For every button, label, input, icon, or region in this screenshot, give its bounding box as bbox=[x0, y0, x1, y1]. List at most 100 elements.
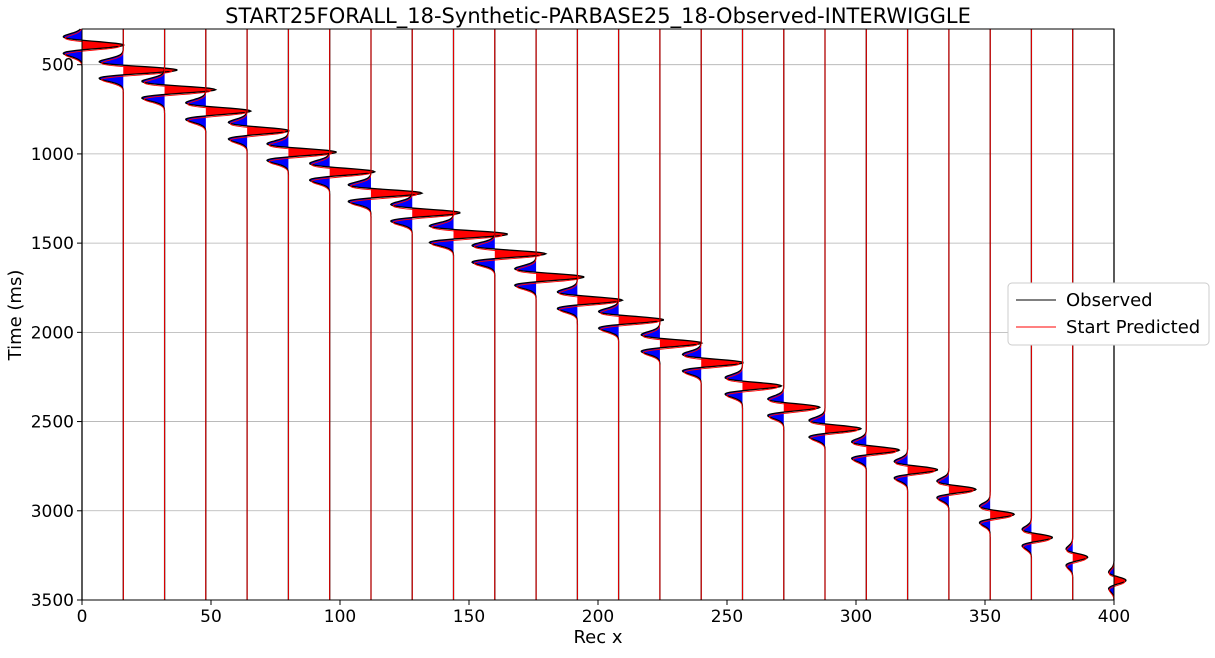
negative-fill bbox=[390, 29, 413, 600]
positive-fill bbox=[948, 29, 976, 600]
x-axis-label: Rec x bbox=[573, 627, 622, 648]
observed-trace-line bbox=[389, 29, 461, 600]
traces-layer bbox=[62, 28, 1127, 601]
y-tick-label: 2000 bbox=[31, 323, 74, 343]
x-tick-label: 350 bbox=[969, 607, 1001, 627]
observed-trace-line bbox=[308, 29, 377, 600]
positive-fill bbox=[494, 29, 546, 600]
predicted-trace-line bbox=[980, 29, 1013, 600]
positive-fill bbox=[825, 29, 861, 600]
negative-fill bbox=[682, 29, 702, 600]
trace bbox=[767, 29, 822, 600]
trace bbox=[681, 29, 744, 600]
legend-box bbox=[1007, 282, 1210, 346]
predicted-trace-line bbox=[600, 29, 660, 600]
positive-fill bbox=[370, 29, 422, 600]
negative-fill bbox=[348, 29, 371, 600]
x-tick-label: 400 bbox=[1098, 607, 1130, 627]
negative-fill bbox=[894, 29, 908, 600]
observed-trace-line bbox=[767, 29, 822, 600]
positive-fill bbox=[412, 29, 460, 600]
trace bbox=[347, 29, 424, 600]
predicted-trace-line bbox=[350, 29, 419, 600]
y-tick-label: 1000 bbox=[31, 145, 74, 165]
negative-fill bbox=[267, 29, 289, 600]
trace bbox=[141, 29, 218, 600]
trace bbox=[513, 29, 585, 600]
positive-fill bbox=[659, 29, 702, 600]
observed-trace-line bbox=[640, 29, 704, 600]
predicted-trace-line bbox=[311, 29, 372, 600]
predicted-trace-line bbox=[726, 29, 779, 600]
predicted-trace-line bbox=[392, 29, 456, 600]
x-tick-label: 250 bbox=[711, 607, 743, 627]
positive-fill bbox=[701, 29, 743, 600]
positive-fill bbox=[288, 29, 336, 600]
predicted-trace-line bbox=[852, 29, 897, 600]
predicted-trace-line bbox=[895, 29, 935, 600]
trace bbox=[389, 29, 461, 600]
positive-fill bbox=[247, 29, 289, 600]
predicted-trace-line bbox=[229, 29, 286, 600]
predicted-trace-line bbox=[516, 29, 580, 600]
negative-fill bbox=[472, 29, 495, 600]
trace bbox=[266, 29, 337, 600]
positive-fill bbox=[164, 29, 216, 600]
trace bbox=[597, 29, 664, 600]
trace bbox=[978, 29, 1016, 600]
trace bbox=[428, 29, 508, 600]
observed-trace-line bbox=[936, 29, 977, 600]
trace bbox=[98, 29, 178, 600]
trace bbox=[308, 29, 377, 600]
trace bbox=[851, 29, 901, 600]
trace bbox=[227, 29, 290, 600]
negative-fill bbox=[429, 29, 454, 600]
legend-predicted-label: Start Predicted bbox=[1066, 317, 1200, 338]
y-tick-label: 1500 bbox=[31, 234, 74, 254]
predicted-trace-line bbox=[810, 29, 859, 600]
observed-trace-line bbox=[808, 29, 863, 600]
negative-fill bbox=[809, 29, 826, 600]
y-axis-label: Time (ms) bbox=[5, 270, 26, 362]
observed-trace-line bbox=[893, 29, 939, 600]
observed-trace-line bbox=[347, 29, 424, 600]
negative-fill bbox=[99, 29, 124, 600]
observed-trace-line bbox=[185, 29, 253, 600]
predicted-trace-line bbox=[558, 29, 619, 600]
negative-fill bbox=[851, 29, 867, 600]
predicted-trace-line bbox=[431, 29, 503, 600]
trace bbox=[471, 29, 548, 600]
predicted-trace-line bbox=[937, 29, 974, 600]
positive-fill bbox=[329, 29, 375, 600]
observed-trace-line bbox=[724, 29, 783, 600]
y-tick-label: 3500 bbox=[31, 591, 74, 611]
observed-trace-line bbox=[851, 29, 901, 600]
trace bbox=[724, 29, 783, 600]
predicted-trace-line bbox=[683, 29, 740, 600]
positive-fill bbox=[82, 29, 124, 600]
observed-trace-line bbox=[681, 29, 744, 600]
x-tick-label: 200 bbox=[582, 607, 614, 627]
x-tick-label: 300 bbox=[840, 607, 872, 627]
x-tick-label: 50 bbox=[200, 607, 222, 627]
x-tick-label: 150 bbox=[453, 607, 485, 627]
trace bbox=[556, 29, 624, 600]
trace bbox=[185, 29, 253, 600]
negative-fill bbox=[641, 29, 660, 600]
observed-trace-line bbox=[471, 29, 548, 600]
positive-fill bbox=[866, 29, 900, 600]
observed-trace-line bbox=[141, 29, 218, 600]
negative-fill bbox=[979, 29, 991, 600]
legend-observed-label: Observed bbox=[1066, 290, 1153, 311]
positive-fill bbox=[123, 29, 177, 600]
chart-title: START25FORALL_18-Synthetic-PARBASE25_18-… bbox=[225, 4, 971, 29]
y-tick-label: 2500 bbox=[31, 413, 74, 433]
predicted-trace-line bbox=[187, 29, 248, 600]
observed-trace-line bbox=[597, 29, 664, 600]
trace bbox=[893, 29, 939, 600]
x-tick-label: 0 bbox=[77, 607, 88, 627]
y-tick-label: 500 bbox=[42, 56, 74, 76]
predicted-trace-line bbox=[100, 29, 172, 600]
